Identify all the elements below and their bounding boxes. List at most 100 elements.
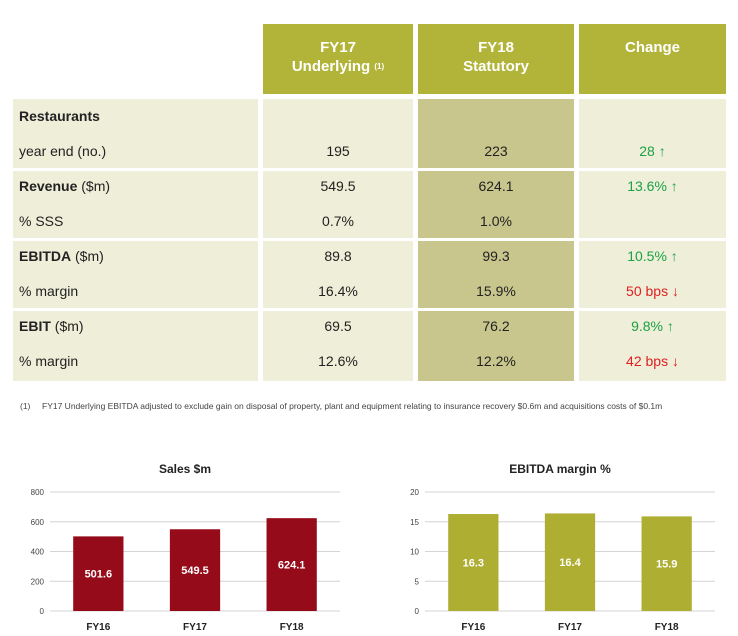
header-fy18: FY18 Statutory: [418, 24, 574, 94]
row-label-text: year end (no.): [19, 143, 107, 159]
row-label: % SSS: [19, 204, 63, 239]
header-fy17: FY17 Underlying (1): [263, 24, 413, 94]
table-row: EBIT ($m) 69.5 76.2 9.8% ↑: [13, 309, 726, 344]
y-tick-label: 0: [40, 607, 45, 616]
row-separator: [13, 238, 726, 241]
y-tick-label: 10: [410, 548, 419, 557]
y-tick-label: 800: [31, 488, 45, 497]
change-value: 28 ↑: [579, 134, 726, 169]
fy18-value: 15.9%: [476, 283, 516, 299]
change-value-text: 10.5%: [627, 248, 667, 264]
table-row: % SSS 0.7% 1.0%: [13, 204, 726, 239]
change-value: 13.6% ↑: [579, 169, 726, 204]
table-row: % margin 12.6% 12.2% 42 bps ↓: [13, 344, 726, 379]
fy18-value: 624.1: [478, 178, 514, 194]
fy17-value: 89.8: [324, 248, 352, 264]
arrow-down-icon: ↓: [668, 283, 679, 299]
header-fy18-line1: FY18: [478, 39, 514, 56]
header-fy17-line1: FY17: [320, 39, 356, 56]
header-fy18-line2: Statutory: [463, 58, 529, 75]
x-tick-label: FY16: [461, 622, 485, 633]
change-value-text: 28: [639, 143, 655, 159]
row-label-unit: ($m): [71, 248, 104, 264]
change-value: 9.8% ↑: [579, 309, 726, 344]
change-value: [579, 99, 726, 134]
y-tick-label: 600: [31, 518, 45, 527]
table-row: Restaurants: [13, 99, 726, 134]
bar: [448, 514, 499, 611]
change-value: 10.5% ↑: [579, 239, 726, 274]
change-value-text: 9.8%: [631, 318, 664, 334]
bar-value-label: 624.1: [278, 560, 306, 572]
bar-value-label: 549.5: [181, 565, 209, 577]
change-value-text: 13.6%: [627, 178, 667, 194]
row-label-text: Revenue: [19, 178, 78, 194]
row-label-text: Restaurants: [19, 108, 100, 124]
row-label-text: % margin: [19, 353, 79, 369]
table-row: year end (no.) 195 223 28 ↑: [13, 134, 726, 169]
bar-value-label: 501.6: [85, 569, 113, 581]
bar-value-label: 16.4: [559, 557, 581, 569]
fy17-value: 16.4%: [318, 283, 358, 299]
row-label-text: EBIT: [19, 318, 51, 334]
row-label: year end (no.): [19, 134, 106, 169]
fy18-value: 223: [484, 143, 508, 159]
row-label: Revenue ($m): [19, 169, 110, 204]
y-tick-label: 20: [410, 488, 419, 497]
x-tick-label: FY17: [183, 622, 207, 633]
y-tick-label: 15: [410, 518, 419, 527]
y-tick-label: 200: [31, 577, 45, 586]
row-label-text: % margin: [19, 283, 79, 299]
table-row: Revenue ($m) 549.5 624.1 13.6% ↑: [13, 169, 726, 204]
header-change: Change: [579, 24, 726, 94]
row-label-text: EBITDA: [19, 248, 72, 264]
row-label: EBIT ($m): [19, 309, 84, 344]
bar: [73, 536, 124, 611]
row-label: Restaurants: [19, 99, 100, 134]
row-label-unit: ($m): [77, 178, 111, 194]
footnote-number: (1): [20, 401, 31, 411]
footnote: (1) FY17 Underlying EBITDA adjusted to e…: [20, 401, 720, 412]
ebitda-margin-chart-title: EBITDA margin %: [509, 462, 611, 476]
fy17-value: [263, 99, 413, 134]
bar: [641, 516, 692, 611]
table-row: % margin 16.4% 15.9% 50 bps ↓: [13, 274, 726, 309]
table-body: Restaurants year end (no.) 195 223 28 ↑ Reven…: [13, 99, 726, 381]
x-tick-label: FY18: [280, 622, 304, 633]
sales-chart: Sales $m 0 200 400 600 800 501.6 FY16 549.5 FY17…: [20, 462, 350, 636]
fy17-value: 549.5: [320, 178, 356, 194]
fy17-value: 195: [326, 143, 350, 159]
change-value: [579, 204, 726, 239]
row-label: EBITDA ($m): [19, 239, 104, 274]
change-value-text: 50 bps: [626, 283, 669, 299]
ebitda-margin-chart-svg: 0 5 10 15 20 16.3 FY16 16.4 FY17 15.9 FY18: [410, 488, 715, 633]
x-tick-label: FY17: [558, 622, 582, 633]
header-fy17-line2: Underlying: [291, 58, 371, 75]
row-separator: [13, 168, 726, 171]
fy17-value: 12.6%: [318, 353, 358, 369]
fy18-value: 1.0%: [480, 213, 512, 229]
x-tick-label: FY16: [86, 622, 110, 633]
change-value: 42 bps ↓: [579, 344, 726, 379]
fy18-value: 99.3: [482, 248, 510, 264]
change-value-text: 42 bps: [626, 353, 669, 369]
arrow-up-icon: ↑: [666, 178, 678, 194]
fy17-value: 69.5: [324, 318, 352, 334]
table-row: EBITDA ($m) 89.8 99.3 10.5% ↑: [13, 239, 726, 274]
row-label: % margin: [19, 344, 78, 379]
row-label-text: % SSS: [19, 213, 64, 229]
row-separator: [13, 308, 726, 311]
bar: [169, 529, 221, 611]
bar: [266, 518, 317, 611]
header-change-label: Change: [624, 39, 680, 56]
fy17-value: 0.7%: [322, 213, 354, 229]
bar-value-label: 16.3: [463, 558, 484, 570]
arrow-up-icon: ↑: [654, 143, 666, 159]
change-value: 50 bps ↓: [579, 274, 726, 309]
x-tick-label: FY18: [655, 622, 679, 633]
header-fy17-footnote-ref: (1): [374, 62, 385, 71]
row-label: % margin: [19, 274, 78, 309]
footnote-text: FY17 Underlying EBITDA adjusted to exclu…: [42, 401, 663, 411]
y-tick-label: 5: [415, 577, 420, 586]
bar-value-label: 15.9: [656, 559, 677, 571]
